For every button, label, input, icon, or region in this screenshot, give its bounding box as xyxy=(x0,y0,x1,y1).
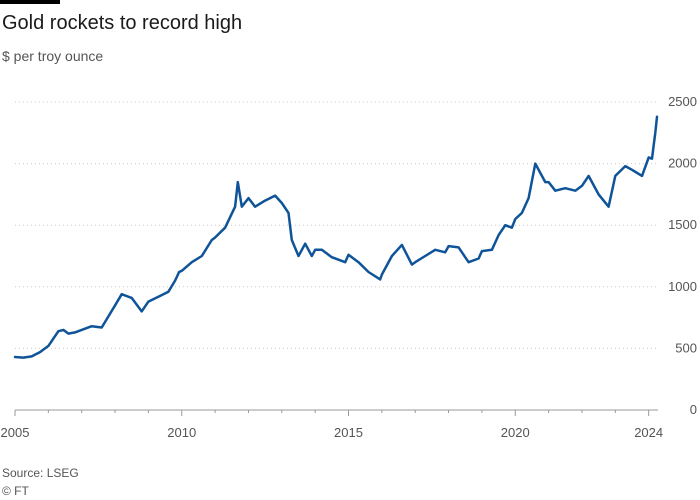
y-tick-label: 500 xyxy=(675,340,697,355)
x-tick-label: 2010 xyxy=(167,425,196,440)
line-chart: 2005 2010 2015 2020 2024 0 500 1000 1500 2000 250… xyxy=(1,94,697,440)
y-tick-label: 1500 xyxy=(668,217,697,232)
y-tick-label: 2500 xyxy=(668,94,697,109)
y-tick-label: 0 xyxy=(690,402,697,417)
credit-note: © FT xyxy=(2,484,29,498)
brand-top-bar xyxy=(0,0,60,4)
y-tick-label: 2000 xyxy=(668,156,697,171)
x-tick-label: 2020 xyxy=(501,425,530,440)
y-axis: 0 500 1000 1500 2000 2500 xyxy=(668,94,697,417)
x-axis: 2005 2010 2015 2020 2024 xyxy=(1,410,663,440)
gridlines xyxy=(15,101,658,411)
chart-title: Gold rockets to record high xyxy=(2,12,243,34)
x-tick-label: 2015 xyxy=(334,425,363,440)
chart-subtitle: $ per troy ounce xyxy=(2,48,104,64)
series-layer xyxy=(13,115,659,359)
source-note: Source: LSEG xyxy=(2,466,79,480)
gold-price-line xyxy=(13,115,659,359)
x-tick-label: 2005 xyxy=(1,425,30,440)
x-tick-label: 2024 xyxy=(634,425,663,440)
y-tick-label: 1000 xyxy=(668,279,697,294)
